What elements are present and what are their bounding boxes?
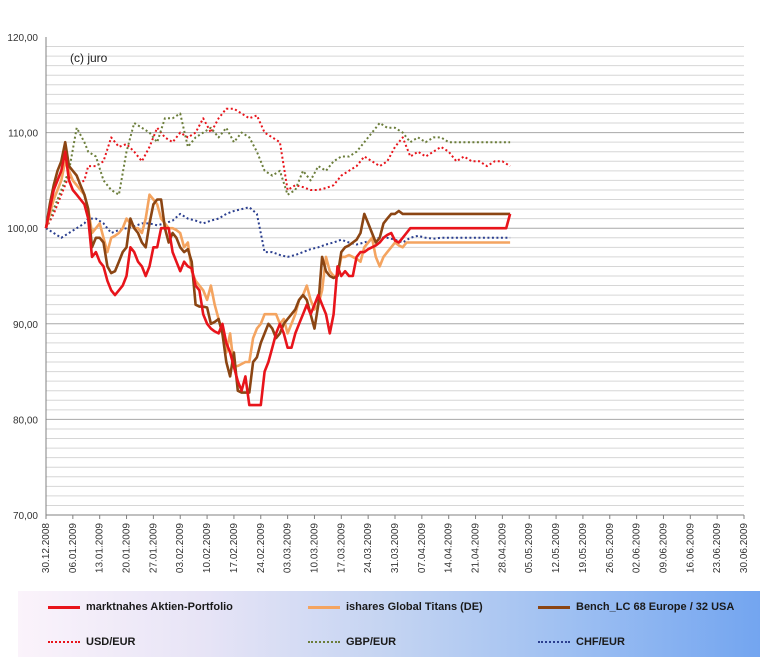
y-tick-label: 120,00 [7, 33, 38, 44]
series-line-5 [45, 206, 511, 258]
series-lines [44, 107, 512, 407]
y-tick-label: 70,00 [13, 511, 38, 522]
series-line-0 [44, 150, 512, 407]
legend-label: CHF/EUR [576, 636, 625, 648]
x-tick-label: 30.06.2009 [739, 523, 750, 573]
legend-label: USD/EUR [86, 636, 136, 648]
series-line-4 [45, 112, 511, 229]
legend-swatch [48, 641, 80, 643]
series-line-3 [45, 107, 511, 229]
series-line-1 [44, 160, 511, 369]
y-tick-label: 80,00 [13, 415, 38, 426]
x-tick-label: 26.05.2009 [605, 523, 616, 573]
x-tick-label: 02.06.2009 [632, 523, 643, 573]
legend-item-ishares-global-titans: ishares Global Titans (DE) [308, 600, 483, 614]
x-tick-label: 07.04.2009 [417, 523, 428, 573]
legend-label: Bench_LC 68 Europe / 32 USA [576, 601, 735, 613]
legend-swatch [538, 605, 570, 609]
legend-swatch [538, 641, 570, 643]
x-tick-label: 16.06.2009 [685, 523, 696, 573]
x-tick-label: 24.02.2009 [256, 523, 267, 573]
legend-item-chf-eur: CHF/EUR [538, 635, 625, 649]
x-tick-label: 05.05.2009 [524, 523, 535, 573]
x-tick-label: 24.03.2009 [363, 523, 374, 573]
legend-swatch [308, 641, 340, 643]
y-tick-label: 110,00 [8, 129, 38, 140]
legend-label: GBP/EUR [346, 636, 397, 648]
x-tick-label: 17.03.2009 [336, 523, 347, 573]
x-tick-label: 17.02.2009 [229, 523, 240, 573]
legend-item-aktien-portfolio: marktnahes Aktien-Portfolio [48, 600, 233, 614]
legend-label: ishares Global Titans (DE) [346, 601, 483, 613]
x-tick-label: 23.06.2009 [712, 523, 723, 573]
series-line-2 [44, 140, 511, 394]
y-axis-ticks: 70,00 80,00 90,00 100,00 110,00 120,00 [7, 33, 38, 522]
x-tick-label: 31.03.2009 [390, 523, 401, 573]
y-tick-label: 90,00 [13, 320, 38, 331]
x-tick-label: 14.04.2009 [444, 523, 455, 573]
legend-swatch [48, 605, 80, 609]
x-tick-label: 21.04.2009 [471, 523, 482, 573]
x-tick-label: 20.01.2009 [122, 523, 133, 573]
x-tick-label: 03.03.2009 [283, 523, 294, 573]
x-tick-label: 06.01.2009 [68, 523, 79, 573]
line-chart: 70,00 80,00 90,00 100,00 110,00 120,00 30.12.… [7, 33, 750, 573]
x-tick-label: 09.06.2009 [658, 523, 669, 573]
x-tick-label: 13.01.2009 [95, 523, 106, 573]
chart-annotation: (c) juro [70, 51, 108, 65]
x-tick-label: 10.02.2009 [202, 523, 213, 573]
x-tick-label: 03.02.2009 [175, 523, 186, 573]
legend-label: marktnahes Aktien-Portfolio [86, 601, 233, 613]
x-tick-label: 30.12.2008 [41, 523, 52, 573]
y-tick-label: 100,00 [7, 224, 38, 235]
legend: marktnahes Aktien-Portfolio ishares Glob… [18, 591, 760, 657]
x-tick-label: 27.01.2009 [148, 523, 159, 573]
x-tick-label: 10.03.2009 [309, 523, 320, 573]
x-tick-label: 28.04.2009 [497, 523, 508, 573]
legend-item-usd-eur: USD/EUR [48, 635, 136, 649]
x-axis-ticks: 30.12.2008 06.01.2009 13.01.2009 20.01.2009… [41, 515, 750, 573]
x-tick-label: 12.05.2009 [551, 523, 562, 573]
grid-lines [46, 46, 744, 506]
legend-item-bench-lc: Bench_LC 68 Europe / 32 USA [538, 600, 734, 614]
legend-item-gbp-eur: GBP/EUR [308, 635, 396, 649]
x-tick-label: 19.05.2009 [578, 523, 589, 573]
legend-swatch [308, 605, 340, 609]
